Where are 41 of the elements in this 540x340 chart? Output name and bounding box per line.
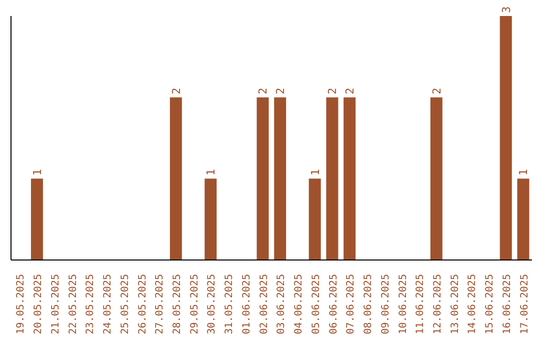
data-label: 2 [170,88,183,94]
data-label: 2 [344,88,357,94]
x-tick-label: 06.06.2025 [328,274,340,334]
data-label: 2 [326,88,340,94]
x-tick-label: 20.05.2025 [33,274,44,334]
x-tick-label: 04.06.2025 [294,274,305,334]
x-tick-label: 25.05.2025 [120,274,131,334]
x-tick-label: 24.05.2025 [102,274,114,334]
x-tick-label: 10.06.2025 [398,274,409,334]
x-tick-label: 07.06.2025 [346,274,357,334]
data-label: 1 [30,169,44,176]
data-label: 3 [500,6,513,13]
x-tick-label: 01.06.2025 [241,274,252,334]
x-tick-label: 16.06.2025 [502,274,513,334]
x-tick-label: 03.06.2025 [276,274,288,334]
x-tick-label: 09.06.2025 [380,274,392,334]
x-tick-label: 15.06.2025 [484,274,496,334]
data-label: 1 [517,169,530,176]
x-tick-label: 30.05.2025 [206,274,218,334]
data-label: 1 [308,169,322,176]
x-tick-label: 12.06.2025 [432,274,444,334]
x-tick-label: 23.05.2025 [85,274,96,334]
x-tick-label: 19.05.2025 [16,274,27,334]
data-label: 2 [430,88,444,94]
x-tick-label: 22.05.2025 [68,274,79,334]
data-label: 2 [274,88,288,94]
data-label: 1 [204,169,218,176]
x-tick-label: 13.06.2025 [450,274,461,334]
x-tick-label: 11.06.2025 [415,274,426,334]
x-tick-label: 02.06.2025 [258,274,270,334]
data-label: 2 [256,88,270,94]
x-tick-label: 31.05.2025 [224,274,236,334]
x-tick-label: 05.06.2025 [310,274,322,334]
x-tick-label: 29.05.2025 [189,274,200,334]
x-tick-label: 21.05.2025 [50,274,62,334]
x-tick-label: 14.06.2025 [467,274,478,334]
x-tick-label: 28.05.2025 [172,274,183,334]
x-tick-label: 26.05.2025 [137,274,148,334]
x-tick-label: 08.06.2025 [363,274,374,334]
x-tick-label: 27.05.2025 [154,274,166,334]
x-tick-label: 17.06.2025 [519,274,530,334]
